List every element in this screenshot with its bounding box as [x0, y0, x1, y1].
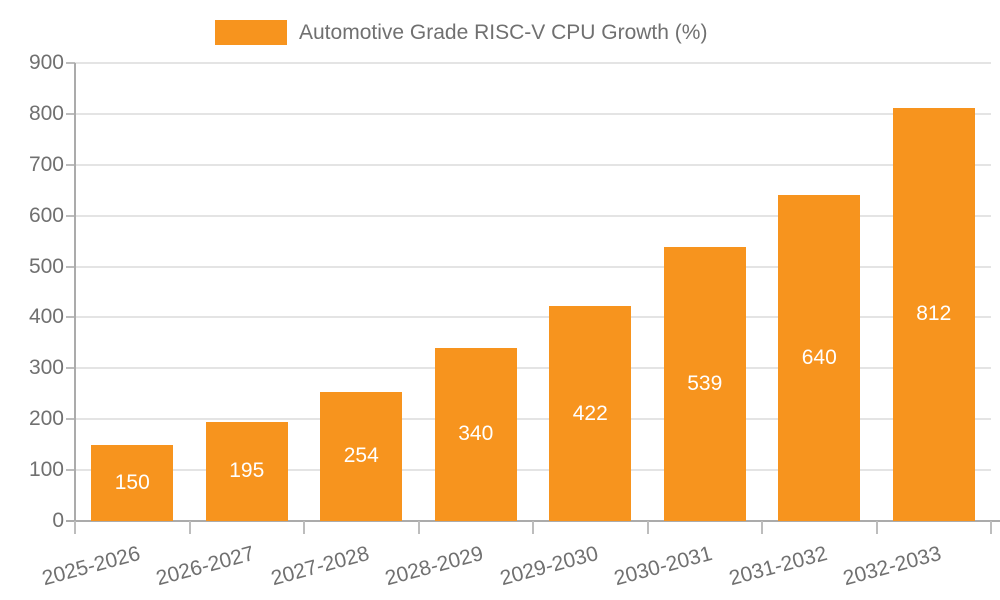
- y-axis-label: 500: [28, 254, 64, 278]
- bar[interactable]: [549, 306, 632, 521]
- y-axis-label: 0: [52, 509, 64, 532]
- y-gridline: [75, 62, 991, 64]
- bar[interactable]: [320, 391, 403, 521]
- x-axis-label: 2032-2033: [840, 541, 944, 591]
- bar-value-label: 150: [114, 470, 150, 494]
- y-gridline: [75, 316, 991, 319]
- y-axis-tick: [66, 214, 75, 217]
- x-axis-label: 2031-2032: [726, 541, 830, 591]
- bar-value-label: 422: [572, 401, 608, 425]
- x-axis-label: 2029-2030: [497, 541, 601, 591]
- y-axis-label: 300: [28, 356, 64, 380]
- bar[interactable]: [778, 195, 861, 521]
- y-axis-tick: [66, 112, 75, 115]
- y-axis-tick: [66, 265, 75, 268]
- bar[interactable]: [205, 421, 288, 521]
- y-gridline: [75, 163, 991, 166]
- y-axis-line: [74, 63, 76, 534]
- y-axis-tick: [66, 62, 75, 64]
- y-axis-label: 600: [28, 203, 64, 227]
- y-axis-tick: [66, 469, 75, 472]
- bar-value-label: 539: [687, 371, 723, 395]
- y-axis-label: 900: [28, 51, 64, 74]
- x-axis-label: 2028-2029: [382, 541, 486, 591]
- bar[interactable]: [91, 444, 174, 521]
- y-axis-label: 800: [28, 101, 64, 125]
- bar-value-label: 254: [343, 444, 379, 468]
- legend-label: Automotive Grade RISC-V CPU Growth (%): [299, 21, 708, 44]
- x-axis-label: 2026-2027: [153, 541, 257, 591]
- x-axis-label: 2025-2026: [39, 541, 143, 591]
- y-gridline: [75, 469, 991, 472]
- y-gridline: [75, 418, 991, 421]
- bar-value-label: 640: [801, 346, 837, 370]
- y-gridline: [75, 265, 991, 268]
- y-gridline: [75, 367, 991, 370]
- bar[interactable]: [892, 107, 975, 521]
- y-axis-tick: [66, 367, 75, 370]
- y-axis-tick: [66, 316, 75, 319]
- y-gridline: [75, 214, 991, 217]
- x-axis-label: 2030-2031: [611, 541, 715, 591]
- bar[interactable]: [663, 246, 746, 521]
- y-axis-label: 200: [28, 407, 64, 431]
- x-axis-tick: [646, 521, 649, 534]
- legend-swatch: [215, 20, 287, 45]
- bar-value-label: 195: [229, 459, 265, 483]
- legend-item[interactable]: Automotive Grade RISC-V CPU Growth (%): [215, 20, 707, 45]
- y-axis-label: 100: [28, 458, 64, 482]
- y-axis-tick: [66, 163, 75, 166]
- x-axis-tick: [990, 521, 992, 534]
- y-gridline: [75, 112, 991, 115]
- x-axis-tick: [417, 521, 420, 534]
- bar-value-label: 340: [458, 422, 494, 446]
- y-axis-tick: [66, 418, 75, 421]
- x-axis-tick: [761, 521, 763, 534]
- x-axis-tick: [74, 521, 76, 534]
- bar[interactable]: [434, 347, 517, 521]
- x-axis-tick: [532, 521, 534, 534]
- x-axis-tick: [188, 521, 191, 534]
- y-axis-label: 700: [28, 152, 64, 176]
- x-axis-label: 2027-2028: [268, 541, 372, 591]
- x-axis-tick: [303, 521, 305, 534]
- x-axis-tick: [875, 521, 878, 534]
- bar-value-label: 812: [916, 302, 952, 326]
- y-axis-label: 400: [28, 305, 64, 329]
